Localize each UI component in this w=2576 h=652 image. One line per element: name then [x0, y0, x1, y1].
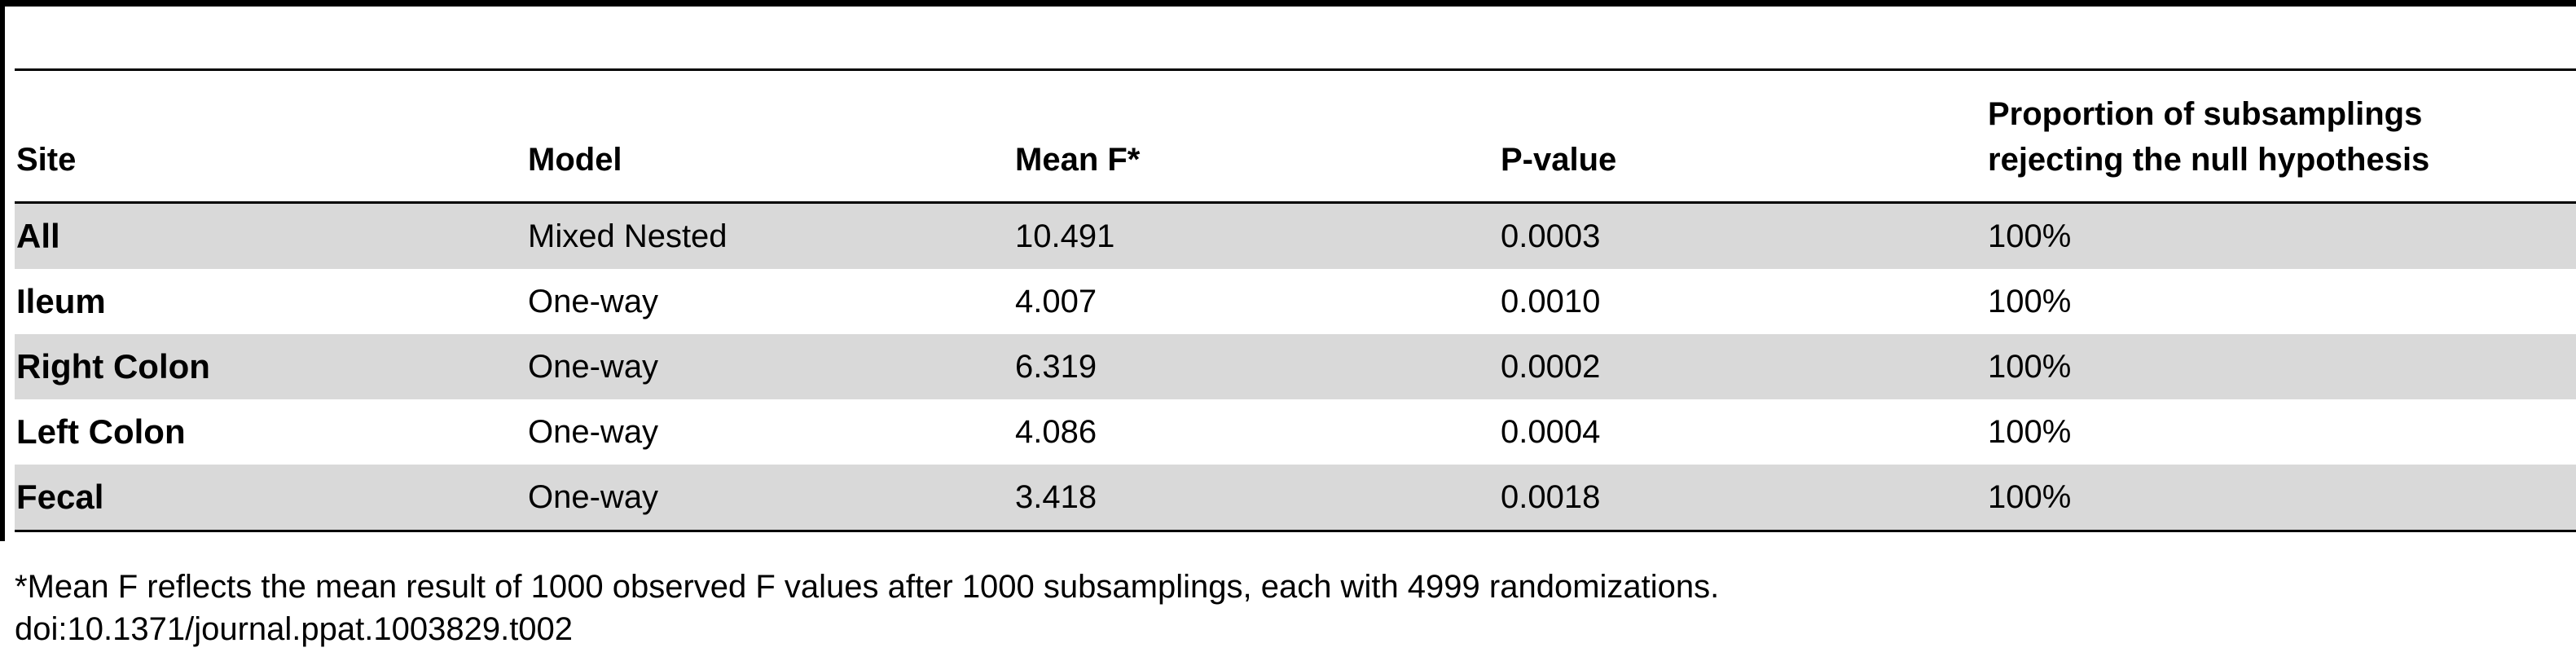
header-proportion: Proportion of subsamplings rejecting the… [1988, 91, 2429, 183]
table-row: All Mixed Nested 10.491 0.0003 100% [15, 204, 2576, 269]
cell-site: Right Colon [16, 347, 210, 385]
cell-proportion: 100% [1988, 218, 2072, 254]
cell-model: One-way [528, 414, 659, 450]
cell-site: Fecal [16, 478, 104, 516]
cell-p-value: 0.0010 [1501, 284, 1601, 319]
table-row: Right Colon One-way 6.319 0.0002 100% [15, 334, 2576, 399]
table-footnote: *Mean F reflects the mean result of 1000… [15, 569, 1720, 605]
header-proportion-line1: Proportion of subsamplings [1988, 96, 2423, 132]
table-header-row: Site Model Mean F* P-value Proportion of… [15, 71, 2576, 203]
cell-mean-f: 3.418 [1015, 479, 1097, 515]
header-mean-f: Mean F* [1015, 142, 1141, 178]
header-site: Site [16, 142, 77, 178]
header-bottom-rule [15, 201, 2576, 204]
cell-mean-f: 4.086 [1015, 414, 1097, 450]
cell-p-value: 0.0002 [1501, 349, 1601, 385]
cell-p-value: 0.0003 [1501, 218, 1601, 254]
doi-text: doi:10.1371/journal.ppat.1003829.t002 [15, 611, 574, 647]
cell-p-value: 0.0004 [1501, 414, 1601, 450]
table-body: All Mixed Nested 10.491 0.0003 100% Ileu… [15, 204, 2576, 530]
cell-model: One-way [528, 284, 659, 319]
table-row: Fecal One-way 3.418 0.0018 100% [15, 465, 2576, 530]
cell-p-value: 0.0018 [1501, 479, 1601, 515]
cell-site: Ileum [16, 282, 106, 320]
cell-model: One-way [528, 479, 659, 515]
cell-proportion: 100% [1988, 284, 2072, 319]
cell-mean-f: 10.491 [1015, 218, 1115, 254]
table-bottom-rule [15, 530, 2576, 532]
cell-proportion: 100% [1988, 414, 2072, 450]
cell-mean-f: 6.319 [1015, 349, 1097, 385]
cell-model: Mixed Nested [528, 218, 728, 254]
cell-proportion: 100% [1988, 479, 2072, 515]
header-p-value: P-value [1501, 142, 1617, 178]
header-top-rule [15, 68, 2576, 71]
table-row: Ileum One-way 4.007 0.0010 100% [15, 269, 2576, 334]
table-left-edge [0, 0, 5, 541]
table-row: Left Colon One-way 4.086 0.0004 100% [15, 399, 2576, 465]
table-top-rule [0, 0, 2576, 7]
header-proportion-line2: rejecting the null hypothesis [1988, 142, 2430, 178]
cell-site: Left Colon [16, 412, 186, 451]
cell-mean-f: 4.007 [1015, 284, 1097, 319]
cell-model: One-way [528, 349, 659, 385]
cell-proportion: 100% [1988, 349, 2072, 385]
header-model: Model [528, 142, 622, 178]
cell-site: All [16, 217, 60, 255]
